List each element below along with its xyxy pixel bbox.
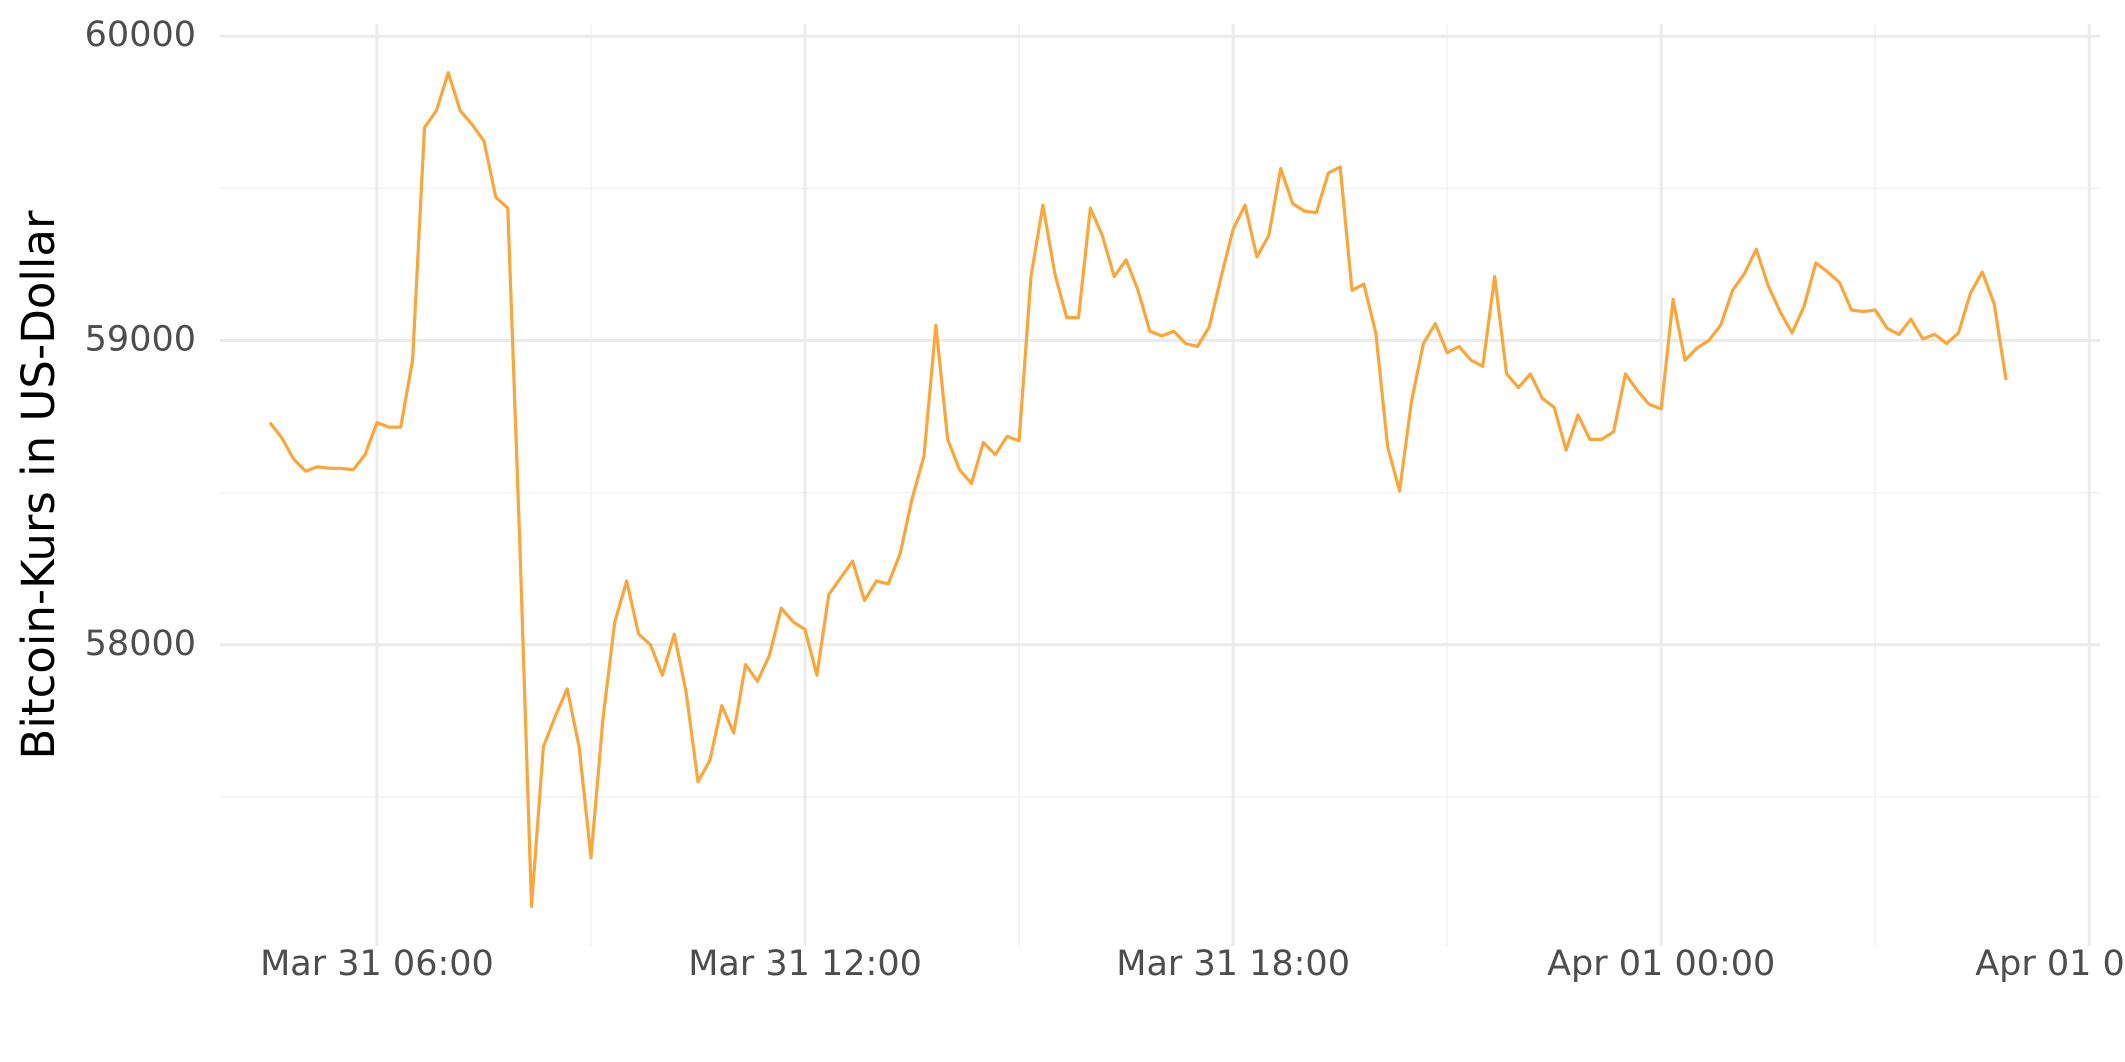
x-tick-label: Mar 31 18:00 [1116, 944, 1350, 984]
y-tick-label: 59000 [85, 319, 196, 359]
x-tick-label: Apr 01 06:00 [1975, 944, 2125, 984]
y-tick-label: 58000 [85, 624, 196, 664]
y-axis-title: Bitcoin-Kurs in US-Dollar [12, 210, 65, 759]
x-tick-label: Mar 31 06:00 [260, 944, 494, 984]
marks [268, 71, 2008, 908]
price-line [268, 71, 2008, 908]
grid [220, 24, 2100, 946]
x-tick-label: Apr 01 00:00 [1547, 944, 1775, 984]
y-tick-label: 60000 [85, 15, 196, 55]
x-tick-label: Mar 31 12:00 [688, 944, 922, 984]
